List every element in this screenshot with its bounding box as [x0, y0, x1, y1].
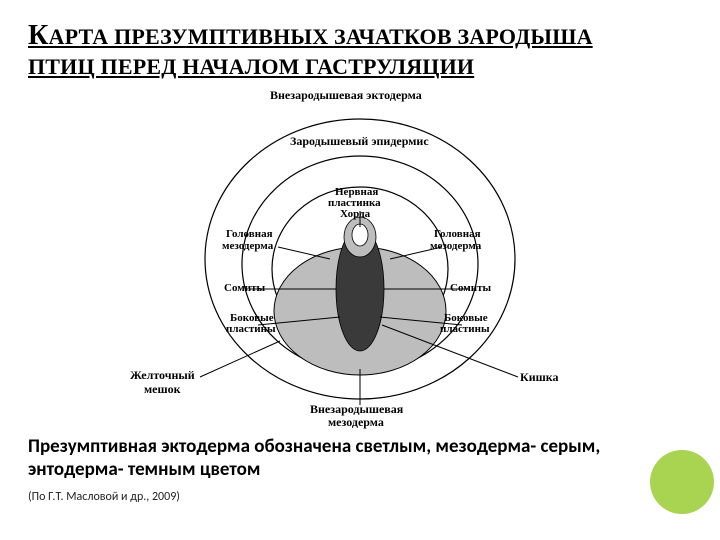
label-ext-meso2: мезодерма	[328, 416, 384, 429]
label-somite-r: Сомиты	[450, 283, 491, 295]
label-lat-l2: пластины	[226, 324, 276, 336]
slide-title: КАРТА ПРЕЗУМПТИВНЫХ ЗАЧАТКОВ ЗАРОДЫША ПТ…	[28, 18, 692, 81]
label-gut: Кишка	[520, 371, 558, 384]
title-cap: К	[28, 20, 49, 51]
fate-map-diagram: Внезародышевая эктодерма Зародышевый эпи…	[130, 89, 590, 429]
label-yolk: Желточный	[130, 369, 195, 382]
title-line1: АРТА ПРЕЗУМПТИВНЫХ ЗАЧАТКОВ ЗАРОДЫША	[49, 24, 593, 49]
title-line2: ПТИЦ ПЕРЕД НАЧАЛОМ ГАСТРУЛЯЦИИ	[28, 54, 474, 79]
citation: (По Г.Т. Масловой и др., 2009)	[28, 490, 692, 504]
label-ecto-outer: Внезародышевая эктодерма	[270, 89, 422, 102]
label-epidermis: Зародышевый эпидермис	[290, 135, 429, 148]
label-chorda: Хорда	[340, 209, 370, 221]
caption: Презумптивная эктодерма обозначена светл…	[28, 435, 692, 483]
label-head-meso-r: Головная	[434, 229, 481, 241]
label-head-meso-r2: мезодерма	[430, 241, 481, 253]
label-lat-r2: пластины	[440, 324, 490, 336]
label-ext-meso: Внезародышевая	[310, 403, 403, 416]
label-yolk2: мешок	[144, 383, 181, 396]
accent-circle-icon	[650, 450, 714, 514]
label-head-meso-l: Головная	[226, 229, 273, 241]
label-somite-l: Сомиты	[224, 283, 265, 295]
label-head-meso-l2: мезодерма	[222, 241, 273, 253]
